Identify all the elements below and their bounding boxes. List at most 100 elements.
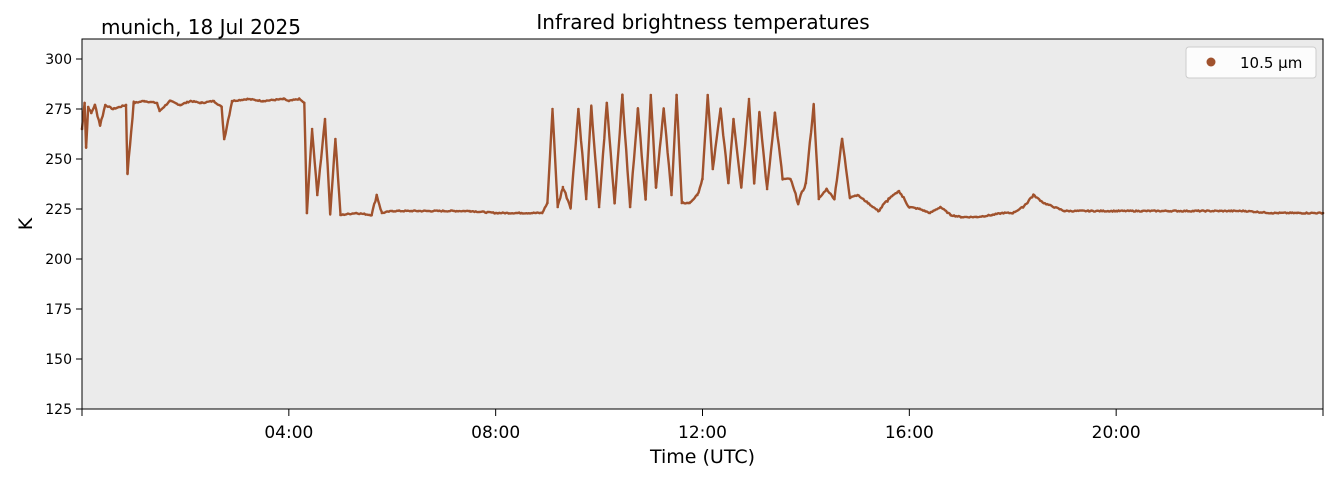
data-point xyxy=(1192,209,1195,213)
data-point xyxy=(297,97,301,101)
data-point xyxy=(310,127,314,131)
data-point xyxy=(220,105,223,109)
data-point xyxy=(590,105,593,109)
y-tick-label: 125 xyxy=(45,402,72,418)
data-point xyxy=(636,107,640,111)
data-point xyxy=(370,213,373,217)
series-layer xyxy=(80,93,1325,219)
legend-box xyxy=(1185,46,1317,79)
axes-layer: 04:00 08:00 12:00 16:00 20:00 125 150 175 200 225… xyxy=(45,38,1324,443)
data-point xyxy=(442,209,446,213)
data-point xyxy=(747,97,751,101)
data-point xyxy=(789,177,792,181)
data-point xyxy=(752,181,756,185)
data-point xyxy=(334,137,337,141)
y-tick-label: 200 xyxy=(45,252,72,268)
data-point xyxy=(848,195,852,199)
data-point xyxy=(155,101,159,105)
data-point xyxy=(1140,209,1144,213)
data-point xyxy=(98,123,102,127)
data-point xyxy=(230,99,234,103)
data-point xyxy=(1001,211,1004,215)
y-tick-label: 250 xyxy=(45,152,72,168)
data-point xyxy=(711,167,715,171)
data-point xyxy=(781,177,784,181)
data-point xyxy=(577,107,580,111)
data-point xyxy=(840,137,844,141)
data-point xyxy=(1032,193,1035,197)
data-point xyxy=(168,99,172,103)
data-point xyxy=(124,103,128,107)
data-point xyxy=(959,215,963,219)
data-point xyxy=(908,205,911,209)
data-point xyxy=(975,215,978,219)
data-point xyxy=(328,211,332,215)
legend-label: 10.5 µm xyxy=(1240,54,1302,72)
data-point xyxy=(261,99,265,103)
y-tick-label: 225 xyxy=(45,202,72,218)
data-point xyxy=(494,211,498,215)
data-point xyxy=(142,99,146,103)
data-point xyxy=(282,97,286,101)
data-point xyxy=(825,187,828,191)
data-point xyxy=(1063,209,1066,213)
y-tick-label: 150 xyxy=(45,352,72,368)
data-point xyxy=(675,93,678,97)
data-point xyxy=(817,197,821,201)
location-date-label: munich, 18 Jul 2025 xyxy=(101,15,301,39)
data-point xyxy=(178,103,182,107)
data-point xyxy=(613,201,616,205)
data-point xyxy=(990,213,994,217)
data-point xyxy=(758,111,761,115)
data-point xyxy=(918,207,921,211)
data-point xyxy=(584,197,588,201)
data-point xyxy=(706,93,709,97)
data-point xyxy=(670,193,673,197)
data-point xyxy=(1021,205,1025,209)
data-point xyxy=(391,209,394,213)
data-point xyxy=(1295,211,1299,215)
data-point xyxy=(199,101,203,105)
data-point xyxy=(520,211,523,215)
data-point xyxy=(773,111,777,115)
data-point xyxy=(305,211,309,215)
data-point xyxy=(546,201,549,205)
legend-marker xyxy=(1206,57,1216,67)
data-point xyxy=(597,205,601,209)
data-point xyxy=(323,117,327,121)
data-point xyxy=(551,107,554,111)
data-point xyxy=(740,185,743,189)
y-axis-title: K xyxy=(15,217,37,230)
data-point xyxy=(649,93,653,97)
data-point xyxy=(621,93,624,97)
data-point xyxy=(856,193,859,197)
x-tick-label: 12:00 xyxy=(678,423,727,443)
data-point xyxy=(104,103,107,107)
data-point xyxy=(654,185,658,189)
data-point xyxy=(1042,201,1046,205)
x-axis-title: Time (UTC) xyxy=(649,446,755,468)
data-point xyxy=(949,213,952,217)
data-point xyxy=(111,107,115,111)
data-point xyxy=(605,101,609,105)
data-point xyxy=(732,117,735,121)
data-point xyxy=(812,103,815,107)
data-point xyxy=(1011,211,1015,215)
data-point xyxy=(375,193,379,197)
chart-title: Infrared brightness temperatures xyxy=(536,10,869,34)
legend: 10.5 µm xyxy=(1185,46,1317,79)
y-tick-label: 300 xyxy=(45,52,72,68)
data-point xyxy=(540,211,544,215)
data-point xyxy=(158,109,161,113)
data-point xyxy=(556,205,559,209)
data-point xyxy=(628,205,632,209)
data-point xyxy=(866,201,870,205)
data-point xyxy=(897,189,901,193)
series-10-5um-line xyxy=(80,93,1324,219)
data-point xyxy=(1218,209,1221,213)
data-point xyxy=(701,177,704,181)
data-point xyxy=(1089,209,1092,213)
data-point xyxy=(354,211,358,215)
data-point xyxy=(132,101,135,105)
